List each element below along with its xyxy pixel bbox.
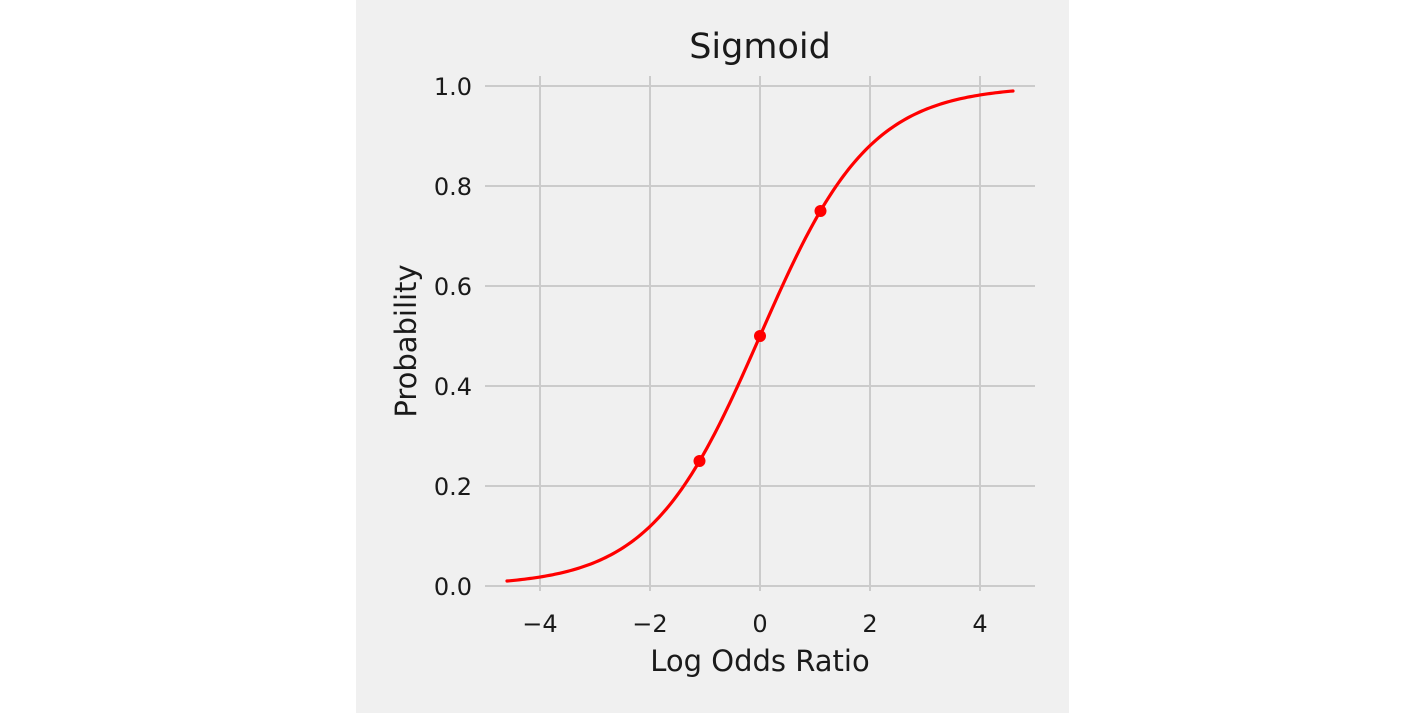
data-point (754, 330, 766, 342)
x-tick-label: −2 (632, 610, 667, 638)
x-tick-label: 2 (862, 610, 877, 638)
y-tick-label: 0.0 (434, 573, 472, 601)
y-tick-label: 1.0 (434, 73, 472, 101)
chart-title: Sigmoid (689, 27, 831, 67)
chart-background (356, 0, 1069, 713)
x-tick-label: 4 (972, 610, 987, 638)
points-layer (693, 205, 827, 467)
x-tick-labels: −4 −2 0 2 4 (522, 610, 987, 638)
y-tick-label: 0.4 (434, 373, 472, 401)
data-point (814, 205, 827, 217)
y-tick-label: 0.8 (434, 173, 472, 201)
y-tick-label: 0.6 (434, 273, 472, 301)
x-tick-label: −4 (522, 610, 557, 638)
x-axis-title: Log Odds Ratio (650, 644, 869, 678)
x-tick-label: 0 (752, 610, 767, 638)
y-tick-labels: 0.0 0.2 0.4 0.6 0.8 1.0 (434, 73, 472, 601)
data-point (693, 455, 706, 467)
y-axis-title: Probability (389, 264, 423, 417)
y-tick-label: 0.2 (434, 473, 472, 501)
